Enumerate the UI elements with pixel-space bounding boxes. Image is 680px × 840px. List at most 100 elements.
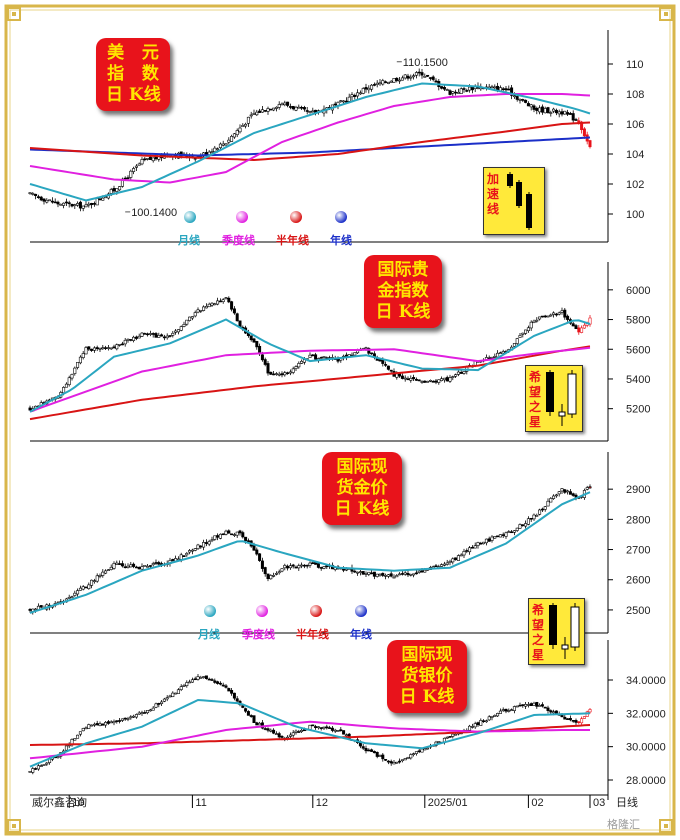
candle-body — [112, 563, 116, 569]
y-tick-label: 110 — [626, 59, 644, 71]
candle-body — [221, 143, 225, 146]
candle-body — [185, 552, 189, 556]
candle-body — [412, 377, 416, 380]
candle-body — [137, 163, 141, 166]
candle-body — [81, 353, 85, 358]
candle-body — [106, 721, 110, 724]
candle-body — [400, 375, 404, 379]
candle-body — [227, 688, 231, 692]
candle-body — [364, 347, 368, 349]
candle-body — [249, 114, 253, 117]
candle-body — [417, 750, 421, 753]
star2-label-4: 星 — [532, 648, 545, 662]
candle-body — [571, 720, 575, 722]
candle-body — [518, 98, 522, 101]
candle-body — [277, 571, 281, 574]
candle-body — [190, 316, 194, 319]
candle-body — [263, 359, 267, 365]
morning-star-inset-gold-index: 希 望 之 星 — [525, 365, 583, 432]
candle-body — [532, 702, 536, 706]
candle-body — [140, 159, 144, 165]
ma-half-line — [29, 345, 591, 421]
candle-body — [406, 378, 410, 381]
candle-body — [543, 108, 547, 114]
candle-body — [479, 542, 483, 545]
candle-body — [190, 549, 194, 552]
candle-body — [515, 527, 519, 531]
candle-body — [381, 80, 385, 85]
candle-body — [87, 724, 91, 729]
candle-body — [81, 205, 85, 209]
candle-body — [241, 705, 245, 708]
candle-body — [322, 566, 326, 569]
candle-body — [56, 201, 60, 205]
candle-body — [356, 92, 360, 97]
candle-body — [148, 565, 152, 567]
y-tick-label: 28.0000 — [626, 775, 666, 787]
candle-body — [297, 565, 301, 569]
candle-body — [378, 755, 382, 757]
candle-body — [367, 749, 371, 752]
candle-body — [81, 728, 85, 732]
candle-body — [109, 189, 113, 194]
candle-body — [235, 531, 239, 536]
corner-ornament-center — [12, 12, 16, 16]
morning-star-candles-icon — [546, 370, 577, 426]
candle-body — [518, 335, 522, 338]
candle-body — [249, 715, 253, 717]
candle-body — [148, 709, 152, 712]
candle-body — [563, 489, 567, 493]
candle-body — [277, 733, 281, 738]
candle-body — [227, 530, 231, 534]
candle-body — [92, 723, 96, 726]
candle-body — [538, 316, 542, 320]
candle-body — [90, 724, 94, 727]
candle-body — [302, 564, 306, 567]
candle-body — [406, 757, 410, 759]
candle-body — [151, 707, 155, 711]
candle-body — [115, 720, 119, 722]
candle-body — [409, 573, 413, 576]
candle-body — [403, 74, 407, 79]
candle-body — [409, 76, 413, 79]
watermark-text: 格隆汇 — [607, 818, 640, 831]
candle-body — [566, 112, 570, 115]
candle-body — [552, 312, 556, 315]
accel-label-2: 速 — [487, 187, 500, 201]
candle-body — [370, 572, 374, 575]
candle-body — [496, 535, 500, 538]
candle-body — [568, 718, 572, 721]
candle-body — [252, 338, 256, 343]
candle-body — [221, 299, 225, 303]
candle-body — [546, 315, 550, 318]
candle-body — [582, 716, 586, 719]
y-tick-label: 5200 — [626, 404, 650, 416]
candle-body — [101, 197, 105, 201]
candle-body — [269, 575, 273, 580]
candle-body — [221, 533, 225, 536]
candle-body — [78, 587, 82, 591]
candle-body — [90, 202, 94, 206]
candle-body — [53, 201, 57, 204]
frame-corner-ornaments — [7, 7, 673, 833]
candle-body — [588, 709, 592, 713]
candle-body — [213, 303, 217, 306]
candle-body — [529, 104, 533, 108]
candle-body — [316, 726, 320, 729]
candle-body — [235, 313, 239, 322]
candle-body — [28, 192, 32, 194]
corner-ornament-center — [664, 12, 668, 16]
candle-body — [42, 764, 46, 766]
legend-ball-year — [355, 605, 367, 617]
candle-body — [560, 488, 564, 492]
candle-body — [56, 756, 60, 758]
candle-body — [560, 111, 564, 115]
candle-body — [283, 372, 287, 376]
candle-body — [286, 565, 290, 569]
candle-body — [204, 675, 208, 679]
candle-body — [106, 347, 110, 349]
candle-body — [115, 188, 119, 192]
candle-body — [174, 330, 178, 333]
candle-body — [73, 738, 77, 741]
